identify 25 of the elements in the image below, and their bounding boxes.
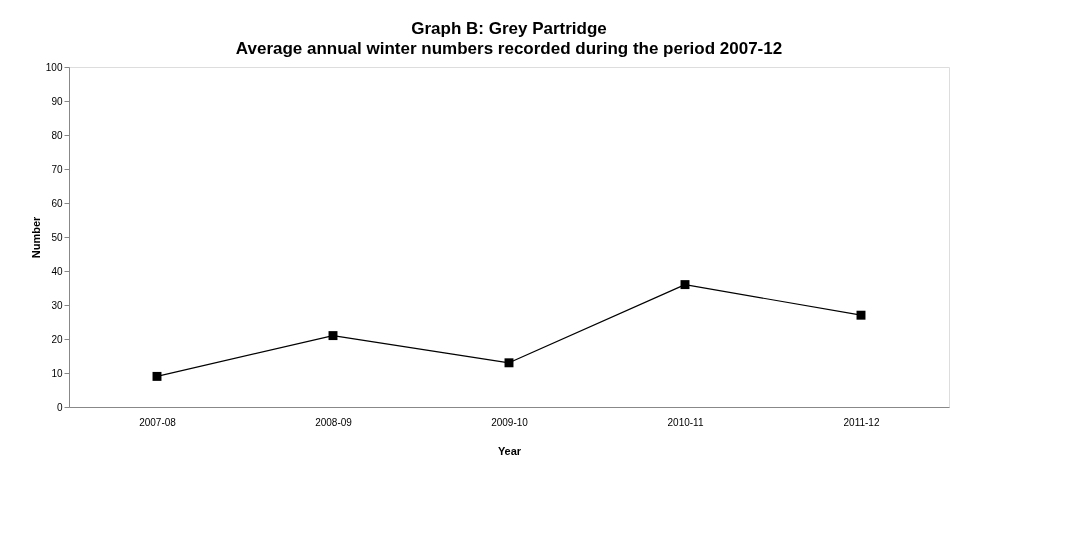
point: [856, 310, 866, 320]
x-tick-label: 2008-09: [315, 416, 353, 428]
x-axis-title: Year: [497, 444, 522, 457]
x-tick-label: 2009-10: [491, 416, 529, 428]
y-tick-label: 50: [51, 231, 63, 243]
y-tick-label: 100: [45, 61, 63, 73]
y-tick-label: 60: [51, 197, 63, 209]
chart-title: Graph B: Grey Partridge: [411, 19, 607, 38]
x-tick-label: 2011-12: [843, 416, 880, 428]
y-tick-label: 20: [51, 333, 63, 345]
point: [504, 358, 514, 368]
y-tick-label: 90: [51, 95, 63, 107]
point: [328, 331, 338, 341]
chart-subtitle: Average annual winter numbers recorded during the period 2007-12: [235, 39, 783, 58]
x-tick-label: 2010-11: [667, 416, 704, 428]
point: [680, 280, 690, 290]
y-tick-label: 30: [51, 299, 63, 311]
y-tick-label: 70: [51, 163, 63, 175]
y-tick-label: 0: [56, 401, 63, 413]
x-tick-label: 2007-08: [139, 416, 177, 428]
y-tick-label: 10: [51, 367, 63, 379]
point: [152, 371, 162, 381]
y-tick-label: 80: [51, 129, 63, 141]
y-axis-title: Number: [29, 216, 42, 259]
y-tick-label: 40: [51, 265, 63, 277]
